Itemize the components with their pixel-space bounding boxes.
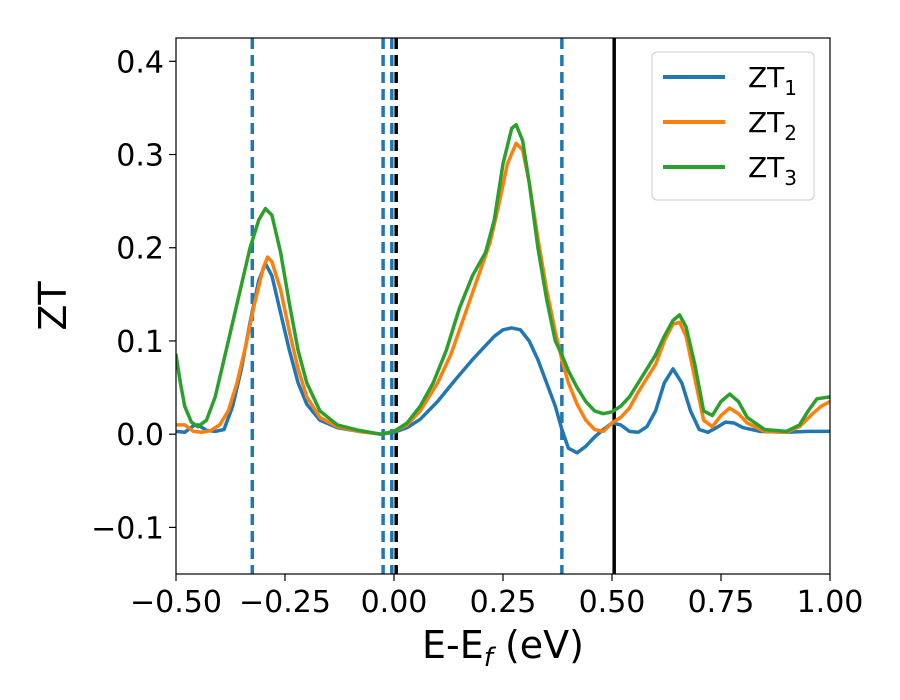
legend-label-subscript: 3 xyxy=(784,166,797,190)
x-tick-label: 1.00 xyxy=(797,585,864,620)
legend-label-1: ZT1 xyxy=(748,61,797,100)
y-tick-label: 0.2 xyxy=(116,232,164,267)
x-tick-label: 0.50 xyxy=(579,585,646,620)
x-axis-ticks: −0.50 −0.25 0.00 0.25 0.50 0.75 1.00 xyxy=(130,574,863,620)
x-tick-label: 0.00 xyxy=(361,585,428,620)
legend-label-main: ZT xyxy=(748,106,785,139)
legend-label-subscript: 2 xyxy=(784,121,797,145)
y-axis-label: ZT xyxy=(31,281,75,331)
legend-label-3: ZT3 xyxy=(748,151,797,190)
y-tick-label: 0.0 xyxy=(116,418,164,453)
series-line-3 xyxy=(176,122,830,436)
legend-box xyxy=(651,51,815,201)
y-tick-label: 0.1 xyxy=(116,325,164,360)
x-axis-label-main: E-E xyxy=(422,623,484,667)
x-tick-label: −0.25 xyxy=(239,585,331,620)
legend-label-subscript: 1 xyxy=(784,76,797,100)
x-tick-label: 0.75 xyxy=(688,585,755,620)
x-axis-label: E-Ef (eV) xyxy=(422,623,584,673)
y-tick-label: 0.3 xyxy=(116,139,164,174)
legend-label-main: ZT xyxy=(748,61,785,94)
legend-label-main: ZT xyxy=(748,151,785,184)
y-axis-ticks: −0.1 0.0 0.1 0.2 0.3 0.4 xyxy=(91,45,176,546)
series-lines xyxy=(176,122,830,455)
y-tick-label: −0.1 xyxy=(91,511,164,546)
y-tick-label: 0.4 xyxy=(116,45,164,80)
x-tick-label: −0.50 xyxy=(130,585,222,620)
reference-lines xyxy=(250,38,616,574)
x-tick-label: 0.25 xyxy=(470,585,537,620)
x-axis-label-unit: (eV) xyxy=(493,623,584,667)
legend-label-2: ZT2 xyxy=(748,106,797,145)
